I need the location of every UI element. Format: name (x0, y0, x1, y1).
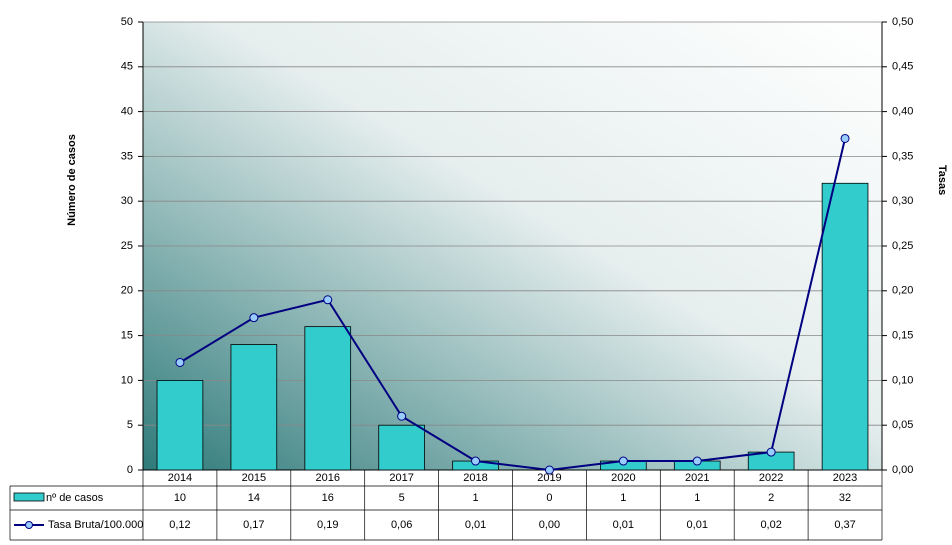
table-value: 2 (768, 492, 774, 504)
line-marker (397, 411, 407, 421)
line-marker (323, 295, 333, 305)
line-marker (471, 456, 481, 466)
table-value: 1 (620, 492, 626, 504)
x-tick-label: 2019 (537, 472, 561, 484)
bar (304, 326, 352, 471)
legend-marker (25, 521, 33, 529)
table-value: 0,37 (834, 519, 855, 531)
table-value: 0,12 (169, 519, 190, 531)
table-value: 0,17 (243, 519, 264, 531)
x-tick-label: 2023 (833, 472, 857, 484)
x-tick-label: 2017 (389, 472, 413, 484)
table-value: 16 (322, 492, 334, 504)
x-tick-label: 2020 (611, 472, 635, 484)
bar (156, 379, 204, 471)
line-marker (249, 313, 259, 323)
y-tick-label: 30 (121, 195, 133, 207)
line-marker (175, 357, 185, 367)
line-marker (840, 133, 850, 143)
y-tick-label: 10 (121, 374, 133, 386)
line-marker (692, 456, 702, 466)
legend-swatch (13, 492, 45, 502)
table-value: 1 (472, 492, 478, 504)
table-value: 0,00 (539, 519, 560, 531)
y-axis-title: Número de casos (66, 134, 78, 226)
table-value: 32 (839, 492, 851, 504)
y2-axis-title: Tasas (936, 165, 948, 195)
y2-tick-label: 0,45 (892, 61, 913, 73)
table-value: 10 (174, 492, 186, 504)
y2-tick-label: 0,50 (892, 16, 913, 28)
table-value: 0,01 (687, 519, 708, 531)
y2-tick-label: 0,25 (892, 240, 913, 252)
x-tick-label: 2021 (685, 472, 709, 484)
bar (378, 424, 425, 471)
table-value: 0 (546, 492, 552, 504)
y-tick-label: 40 (121, 106, 133, 118)
y-tick-label: 35 (121, 150, 133, 162)
bar (821, 182, 869, 471)
x-tick-label: 2018 (463, 472, 487, 484)
legend-label: Tasa Bruta/100.000 (48, 519, 143, 531)
table-value: 1 (694, 492, 700, 504)
y-tick-label: 15 (121, 330, 133, 342)
y-tick-label: 45 (121, 61, 133, 73)
y2-tick-label: 0,15 (892, 330, 913, 342)
y2-tick-label: 0,05 (892, 419, 913, 431)
y-tick-label: 5 (127, 419, 133, 431)
y2-tick-label: 0,40 (892, 106, 913, 118)
y2-tick-label: 0,20 (892, 285, 913, 297)
legend-label: nº de casos (46, 492, 104, 504)
table-value: 14 (248, 492, 260, 504)
x-tick-label: 2015 (242, 472, 266, 484)
x-tick-label: 2016 (316, 472, 340, 484)
table-value: 5 (399, 492, 405, 504)
table-value: 0,01 (613, 519, 634, 531)
y-tick-label: 50 (121, 16, 133, 28)
table-value: 0,19 (317, 519, 338, 531)
y2-tick-label: 0,35 (892, 150, 913, 162)
y-tick-label: 0 (127, 464, 133, 476)
y2-tick-label: 0,30 (892, 195, 913, 207)
bar (230, 344, 278, 471)
table-value: 0,02 (760, 519, 781, 531)
y-tick-label: 20 (121, 285, 133, 297)
table-value: 0,01 (465, 519, 486, 531)
line-marker (544, 465, 554, 475)
line (179, 138, 847, 472)
y-tick-label: 25 (121, 240, 133, 252)
x-tick-label: 2022 (759, 472, 783, 484)
table-value: 0,06 (391, 519, 412, 531)
y2-tick-label: 0,00 (892, 464, 913, 476)
y2-tick-label: 0,10 (892, 374, 913, 386)
x-tick-label: 2014 (168, 472, 192, 484)
line-marker (618, 456, 628, 466)
line-marker (766, 447, 776, 457)
